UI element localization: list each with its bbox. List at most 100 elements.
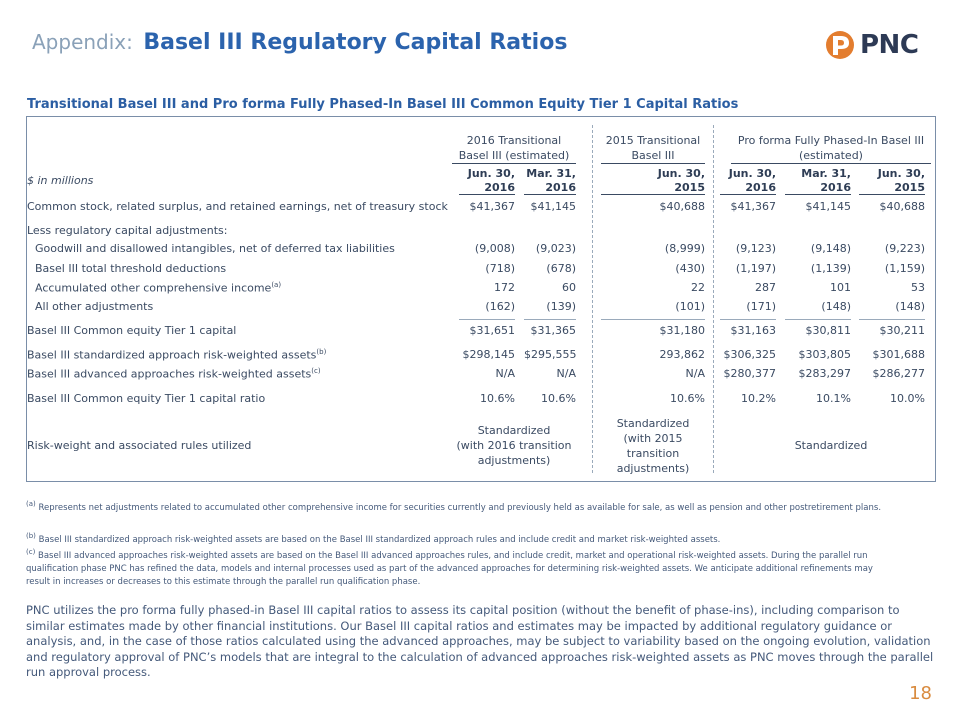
table-cell: $303,805	[798, 348, 852, 361]
subtotal-rule	[720, 319, 776, 320]
table-cell: 10.0%	[890, 392, 925, 405]
table-cell: $283,297	[798, 367, 852, 380]
row-label-text: Basel III standardized approach risk-wei…	[27, 348, 317, 362]
table-cell: $286,277	[872, 367, 926, 380]
row-label-text: Basel III total threshold deductions	[35, 262, 227, 275]
table-cell: $31,651	[469, 324, 516, 337]
pnc-logo-text: PNC	[860, 30, 919, 60]
table-cell: 10.6%	[480, 392, 515, 405]
explanatory-paragraph: PNC utilizes the pro forma fully phased-…	[26, 603, 934, 679]
table-cell: $41,145	[805, 200, 852, 213]
table-cell: $40,688	[659, 200, 706, 213]
appendix-label: Appendix:	[32, 30, 133, 54]
table-cell: $280,377	[723, 367, 777, 380]
table-cell: (9,123)	[735, 242, 776, 255]
table-cell: (148)	[895, 300, 925, 313]
col-header-2-line1: Mar. 31,	[526, 167, 576, 180]
footnote-c: (c) Basel III advanced approaches risk-w…	[26, 546, 926, 589]
column-separator	[592, 125, 593, 473]
footnote-a: (a) Represents net adjustments related t…	[26, 498, 926, 515]
slide-header: Appendix: Basel III Regulatory Capital R…	[32, 30, 567, 62]
table-cell: 10.1%	[816, 392, 851, 405]
subtotal-rule	[459, 319, 515, 320]
col-header-1-line2: 2016	[459, 181, 515, 195]
row-footnote-marker: (b)	[316, 348, 327, 356]
col-header-5-line2: 2016	[785, 181, 851, 195]
table-cell: (1,197)	[735, 262, 776, 275]
table-cell: (9,023)	[535, 242, 576, 255]
row-label: Basel III total threshold deductions	[35, 262, 226, 275]
footnote-b: (b) Basel III standardized approach risk…	[26, 530, 926, 547]
subtotal-rule	[524, 319, 576, 320]
row-label-text: All other adjustments	[35, 300, 154, 313]
table-cell: N/A	[495, 367, 515, 380]
row-label: Less regulatory capital adjustments:	[27, 224, 227, 237]
rules-2016-transitional: Standardized (with 2016 transition adjus…	[452, 423, 576, 468]
row-label-text: Accumulated other comprehensive income	[35, 281, 272, 295]
row-label-text: Basel III Common equity Tier 1 capital r…	[27, 392, 266, 405]
table-cell: (9,223)	[884, 242, 925, 255]
group-header-proforma-line2: (estimated)	[731, 149, 931, 164]
group-header-proforma-line1: Pro forma Fully Phased-In Basel III	[737, 134, 925, 147]
rules-2016-line: (with 2016 transition	[456, 439, 572, 452]
table-cell: $30,211	[879, 324, 926, 337]
row-footnote-marker: (a)	[271, 281, 282, 289]
row-label: All other adjustments	[35, 300, 153, 313]
subtotal-rule	[785, 319, 851, 320]
table-cell: (101)	[675, 300, 705, 313]
group-header-2016-transitional-line1: 2016 Transitional	[466, 134, 562, 147]
table-cell: 22	[691, 281, 705, 294]
table-cell: (162)	[485, 300, 515, 313]
table-cell: (9,148)	[810, 242, 851, 255]
rules-2016-line: adjustments)	[477, 454, 551, 467]
table-cell: 53	[911, 281, 925, 294]
table-cell: N/A	[685, 367, 705, 380]
table-cell: 287	[755, 281, 776, 294]
row-label-text: Common stock, related surplus, and retai…	[27, 200, 448, 213]
table-cell: 10.6%	[670, 392, 705, 405]
table-cell: (8,999)	[664, 242, 705, 255]
row-label-text: Basel III Common equity Tier 1 capital	[27, 324, 237, 337]
group-header-2016-transitional-line2: Basel III (estimated)	[452, 149, 576, 164]
subtotal-rule	[601, 319, 705, 320]
table-cell: $295,555	[524, 348, 577, 361]
table-cell: (1,139)	[810, 262, 851, 275]
col-header-2-line2: 2016	[524, 181, 576, 195]
row-footnote-marker: (c)	[311, 367, 321, 375]
row-label: Basel III advanced approaches risk-weigh…	[27, 367, 321, 381]
rules-2015-line: Standardized	[616, 417, 690, 430]
table-cell: (148)	[821, 300, 851, 313]
table-cell: N/A	[556, 367, 576, 380]
table-cell: (718)	[485, 262, 515, 275]
table-subtitle: Transitional Basel III and Pro forma Ful…	[27, 97, 739, 112]
rules-2015-line: (with 2015	[623, 432, 683, 445]
col-header-6-line2: 2015	[859, 181, 925, 195]
units-label: $ in millions	[27, 174, 94, 187]
col-header-4-line1: Jun. 30,	[728, 167, 776, 180]
footnote-b-marker: (b)	[26, 532, 36, 540]
rules-2015-transitional: Standardized (with 2015 transition adjus…	[601, 416, 705, 476]
col-header-4-line2: 2016	[720, 181, 776, 195]
footnote-c-text-line2: qualification phase PNC has refined the …	[26, 563, 873, 574]
row-label: Common stock, related surplus, and retai…	[27, 200, 448, 213]
table-cell: $41,367	[730, 200, 777, 213]
table-cell: $31,365	[530, 324, 577, 337]
footnote-c-text-line3: result in increases or decreases to this…	[26, 576, 421, 587]
column-separator	[713, 125, 714, 473]
row-label: Basel III standardized approach risk-wei…	[27, 348, 326, 362]
pnc-logo-icon	[826, 31, 854, 59]
table-cell: 293,862	[659, 348, 706, 361]
table-cell: (678)	[546, 262, 576, 275]
col-header-5-line1: Mar. 31,	[801, 167, 851, 180]
subtotal-rule	[859, 319, 925, 320]
table-cell: $306,325	[723, 348, 777, 361]
row-label-text: Basel III advanced approaches risk-weigh…	[27, 367, 312, 381]
table-cell: $40,688	[879, 200, 926, 213]
table-cell: 10.2%	[741, 392, 776, 405]
table-cell: (430)	[675, 262, 705, 275]
table-cell: $298,145	[462, 348, 516, 361]
rules-2015-line: adjustments)	[616, 462, 690, 475]
table-cell: (139)	[546, 300, 576, 313]
capital-ratios-table: 2016 Transitional Basel III (estimated) …	[26, 116, 936, 482]
row-label: Basel III Common equity Tier 1 capital	[27, 324, 236, 337]
